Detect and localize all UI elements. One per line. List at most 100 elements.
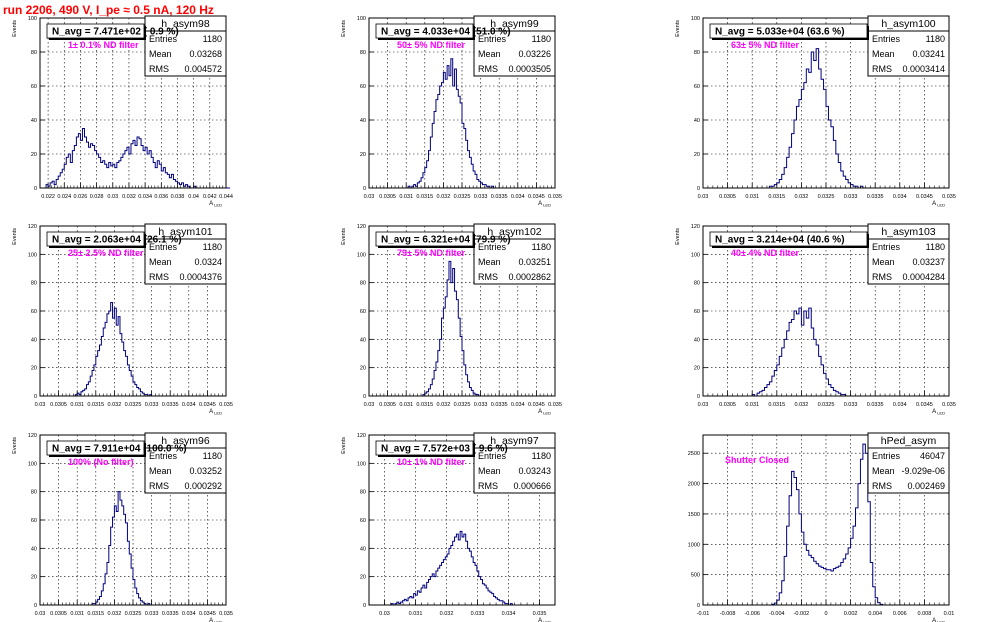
x-tick-label: 0.034 <box>511 194 525 200</box>
x-axis-label: A LED <box>209 618 222 622</box>
stats-entries-label: Entries <box>872 451 901 461</box>
y-tick-label: 100 <box>357 461 366 467</box>
stats-rms-value: 0.000666 <box>513 481 551 491</box>
x-tick-label: 0.0335 <box>162 611 179 617</box>
y-axis-label: Events <box>12 228 18 245</box>
y-tick-label: 80 <box>694 50 700 56</box>
y-tick-label: 60 <box>360 309 366 315</box>
y-tick-label: 20 <box>694 366 700 372</box>
stats-rms-value: 0.0004376 <box>179 272 222 282</box>
stats-entries-value: 1180 <box>532 451 551 461</box>
stats-mean-label: Mean <box>149 49 172 59</box>
x-tick-label: 0.034 <box>511 402 525 408</box>
x-tick-label: 0.0345 <box>199 402 216 408</box>
stats-entries-label: Entries <box>872 242 901 252</box>
stats-rms-label: RMS <box>872 481 892 491</box>
stats-box <box>144 15 227 77</box>
y-tick-label: 60 <box>694 309 700 315</box>
x-tick-label: 0.035 <box>219 611 233 617</box>
stats-mean-label: Mean <box>872 257 895 267</box>
stats-histogram-name: h_asym101 <box>158 226 212 238</box>
stats-mean-value: 0.03243 <box>518 466 551 476</box>
title-box <box>375 440 474 456</box>
y-tick-label: 100 <box>357 16 366 22</box>
y-tick-label: 80 <box>31 490 37 496</box>
x-tick-label: 0.0345 <box>528 402 545 408</box>
y-tick-label: 40 <box>694 337 700 343</box>
stats-mean-label: Mean <box>149 257 172 267</box>
y-tick-label: 0 <box>697 186 700 192</box>
stats-mean-label: Mean <box>872 466 895 476</box>
y-tick-label: 40 <box>360 118 366 124</box>
y-tick-label: 0 <box>34 186 37 192</box>
x-tick-label: 0.0305 <box>379 402 396 408</box>
stats-entries-label: Entries <box>149 242 178 252</box>
histogram-panel: 0.022 0.024 0.026 0.028 0.03 0.032 0.034 0.036 0… <box>12 15 233 208</box>
panel-title: N_avg = 7.911e+04 (100.0 %) <box>52 444 187 455</box>
stats-mean-label: Mean <box>149 466 172 476</box>
y-tick-label: 60 <box>31 518 37 524</box>
stats-entries-value: 1180 <box>926 34 945 44</box>
stats-box <box>144 223 227 285</box>
x-tick-label: 0.0305 <box>50 402 67 408</box>
y-tick-label: 60 <box>360 518 366 524</box>
filter-annotation: 25± 2.5% ND filter <box>68 248 144 258</box>
y-tick-label: 120 <box>357 433 366 439</box>
stats-box <box>867 432 950 494</box>
y-tick-label: 20 <box>31 152 37 158</box>
stats-rms-value: 0.0003505 <box>508 64 551 74</box>
x-tick-label: 0.035 <box>533 611 547 617</box>
y-tick-label: 1000 <box>688 542 700 548</box>
x-tick-label: 0.03 <box>379 611 390 617</box>
y-tick-label: 100 <box>691 252 700 258</box>
x-tick-label: 0.031 <box>399 402 413 408</box>
y-tick-label: 0 <box>363 394 366 400</box>
filter-annotation: 10± 1% ND filter <box>397 457 465 467</box>
x-tick-label: 0.0335 <box>491 402 508 408</box>
x-tick-label: 0.0305 <box>50 611 67 617</box>
y-tick-label: 40 <box>31 337 37 343</box>
x-tick-label: 0.036 <box>154 194 168 200</box>
x-axis-label: A LED <box>538 201 551 208</box>
x-tick-label: 0.035 <box>548 194 562 200</box>
stats-mean-value: 0.03251 <box>518 257 551 267</box>
stats-histogram-name: h_asym102 <box>487 226 541 238</box>
stats-entries-value: 1180 <box>203 34 222 44</box>
x-axis-label: A LED <box>209 201 222 208</box>
stats-box <box>473 223 556 285</box>
x-tick-label: 0.035 <box>219 402 233 408</box>
title-box <box>709 23 868 39</box>
histogram-bars <box>40 302 226 397</box>
x-tick-label: 0.032 <box>440 611 454 617</box>
x-tick-label: 0.0325 <box>125 402 142 408</box>
title-box <box>46 440 145 456</box>
panel-title: N_avg = 2.063e+04 (26.1 %) <box>52 235 182 246</box>
stats-mean-label: Mean <box>478 466 501 476</box>
x-tick-label: 0.032 <box>108 402 122 408</box>
x-tick-label: 0.035 <box>548 402 562 408</box>
stats-box <box>144 432 227 494</box>
x-tick-label: 0.0305 <box>719 194 736 200</box>
stats-entries-label: Entries <box>478 242 507 252</box>
y-tick-label: 120 <box>691 224 700 230</box>
stats-rms-label: RMS <box>872 272 892 282</box>
stats-histogram-name: h_asym103 <box>881 226 935 238</box>
y-tick-label: 20 <box>360 575 366 581</box>
y-tick-label: 20 <box>31 366 37 372</box>
histogram-panel: 0.03 0.0305 0.031 0.0315 0.032 0.0325 0.033 0.0… <box>12 432 233 622</box>
x-tick-label: 0.033 <box>474 194 488 200</box>
x-axis-label: A LED <box>538 618 551 622</box>
x-axis-label: A LED <box>538 409 551 416</box>
stats-box <box>867 15 950 77</box>
histogram-panel: 0.03 0.0305 0.031 0.0315 0.032 0.0325 0.033 0.0… <box>675 15 956 208</box>
stats-entries-label: Entries <box>149 34 178 44</box>
x-tick-label: 0.0315 <box>768 194 785 200</box>
run-title: run 2206, 490 V, I_pe ≈ 0.5 nA, 120 Hz <box>3 3 214 17</box>
y-axis-label: Events <box>341 437 347 454</box>
x-tick-label: 0.004 <box>868 611 882 617</box>
stats-rms-label: RMS <box>478 64 498 74</box>
stats-histogram-name: h_asym99 <box>490 18 539 30</box>
stats-mean-value: 0.03268 <box>189 49 222 59</box>
y-tick-label: 0 <box>363 603 366 609</box>
stats-histogram-name: h_asym100 <box>881 18 935 30</box>
